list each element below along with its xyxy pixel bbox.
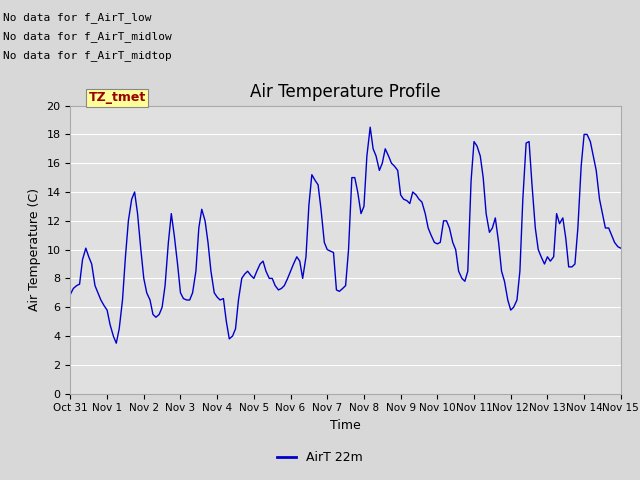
Legend: AirT 22m: AirT 22m	[272, 446, 368, 469]
Title: Air Temperature Profile: Air Temperature Profile	[250, 83, 441, 101]
Text: No data for f_AirT_midlow: No data for f_AirT_midlow	[3, 31, 172, 42]
X-axis label: Time: Time	[330, 419, 361, 432]
Text: No data for f_AirT_low: No data for f_AirT_low	[3, 12, 152, 23]
Text: No data for f_AirT_midtop: No data for f_AirT_midtop	[3, 50, 172, 61]
Text: TZ_tmet: TZ_tmet	[89, 91, 146, 104]
Y-axis label: Air Temperature (C): Air Temperature (C)	[28, 188, 41, 311]
